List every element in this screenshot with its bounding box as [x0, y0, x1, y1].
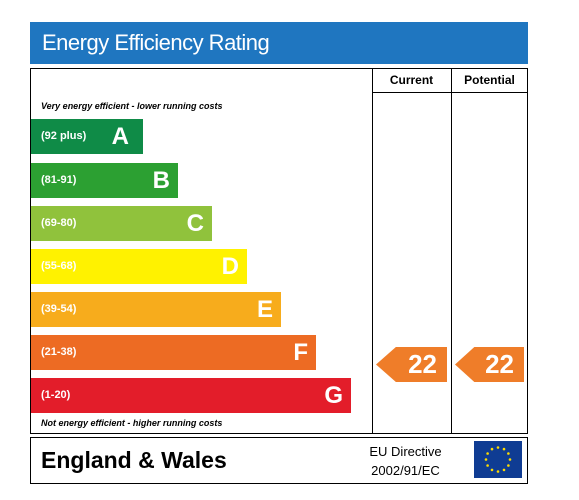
band-range-label: (69-80)	[41, 217, 77, 229]
current-column-divider	[372, 69, 373, 433]
band-range-label: (39-54)	[41, 303, 77, 315]
rating-band-e: (39-54) E	[31, 292, 281, 327]
band-range-label: (21-38)	[41, 346, 77, 358]
eu-star-icon	[507, 464, 510, 467]
rating-band-c: (69-80) C	[31, 206, 212, 241]
current-column-header: Current	[389, 73, 434, 87]
eu-directive: EU Directive 2002/91/EC	[358, 442, 453, 480]
potential-column-divider	[451, 69, 452, 433]
eu-star-icon	[490, 468, 494, 472]
rating-band-f: (21-38) F	[31, 335, 316, 370]
band-letter: B	[152, 167, 170, 194]
band-letter: A	[111, 123, 129, 150]
eu-star-icon	[502, 447, 506, 451]
eu-star-icon	[490, 447, 494, 451]
rating-band-d: (55-68) D	[31, 249, 247, 284]
rating-band-a: (92 plus) A	[31, 119, 143, 154]
eu-star-icon	[496, 470, 500, 473]
efficient-note: Very energy efficient - lower running co…	[41, 101, 223, 111]
header-row-divider	[372, 92, 527, 93]
rating-band-g: (1-20) G	[31, 378, 351, 413]
eu-star-icon	[507, 452, 510, 455]
potential-rating-arrow: 22	[455, 347, 524, 382]
current-rating-arrow: 22	[376, 347, 447, 382]
rating-table: Current Potential Very energy efficient …	[30, 68, 528, 434]
footer: England & Wales EU Directive 2002/91/EC	[30, 437, 528, 484]
eu-star-icon	[496, 446, 500, 449]
band-range-label: (92 plus)	[41, 130, 87, 142]
eu-star-icon	[484, 458, 488, 461]
page-title: Energy Efficiency Rating	[42, 30, 270, 55]
rating-band-b: (81-91) B	[31, 163, 178, 198]
band-range-label: (1-20)	[41, 389, 71, 401]
band-letter: G	[324, 382, 343, 409]
eu-flag-icon	[474, 441, 522, 478]
eu-star-icon	[486, 464, 489, 467]
eu-star-icon	[502, 468, 506, 472]
band-letter: F	[293, 339, 308, 366]
region-label: England & Wales	[41, 447, 227, 473]
inefficient-note: Not energy efficient - higher running co…	[41, 418, 223, 428]
eu-directive-line2: 2002/91/EC	[371, 463, 440, 478]
band-letter: E	[256, 296, 273, 323]
band-range-label: (81-91)	[41, 174, 77, 186]
eu-star-icon	[486, 452, 489, 455]
band-range-label: (55-68)	[41, 260, 77, 272]
eu-star-icon	[508, 458, 512, 461]
potential-column-header: Potential	[464, 73, 515, 87]
band-letter: C	[186, 210, 204, 237]
eu-directive-line1: EU Directive	[369, 444, 442, 459]
band-letter: D	[221, 253, 239, 280]
title-bar: Energy Efficiency Rating	[30, 22, 528, 64]
